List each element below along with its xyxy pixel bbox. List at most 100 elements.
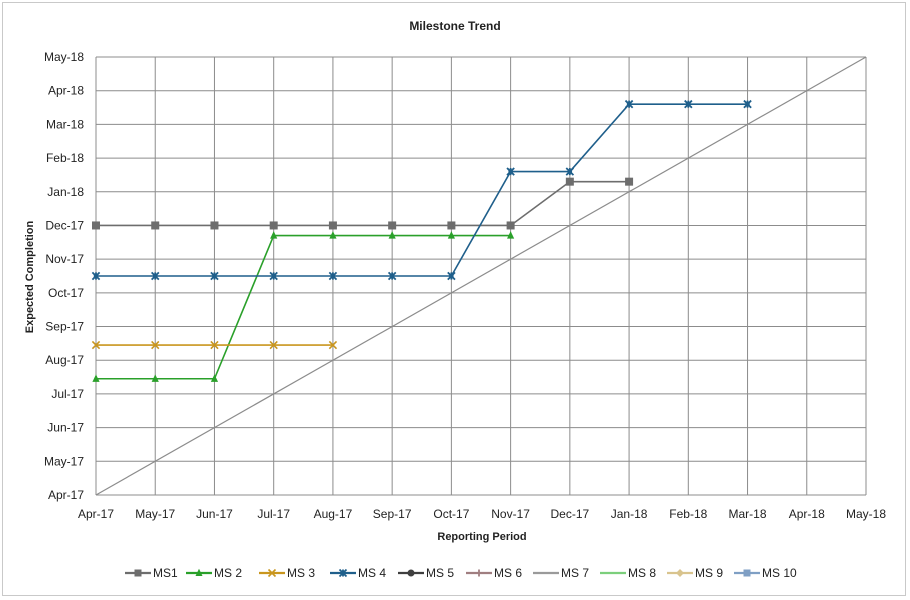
point-marker-star-core [508,169,513,174]
x-tick-label: Mar-18 [729,507,767,521]
legend-item: MS 6 [466,566,522,580]
legend-label: MS 3 [287,566,315,580]
legend-item: MS 9 [667,566,723,580]
y-tick-label: Mar-18 [46,117,84,131]
y-tick-label: May-17 [44,454,84,468]
y-tick-label: Aug-17 [45,353,84,367]
legend-label: MS 5 [426,566,454,580]
point-marker-square [447,221,456,230]
x-tick-label: May-18 [846,507,886,521]
y-tick-label: Jul-17 [51,387,84,401]
legend-label: MS 6 [494,566,522,580]
y-tick-label: Apr-18 [48,84,84,98]
point-marker-square [328,221,337,230]
series-line [96,103,748,277]
y-tick-label: Jun-17 [47,421,84,435]
point-marker-star-core [389,273,395,279]
legend-item: MS 2 [186,566,242,580]
point-marker-square [134,569,142,577]
series-ms-4 [91,99,752,281]
legend-label: MS1 [153,566,178,580]
point-marker-square [565,177,574,186]
point-marker-triangle [210,374,219,382]
x-axis-title: Reporting Period [437,531,526,543]
point-marker-star-core [212,273,217,279]
y-tick-label: May-18 [44,50,84,64]
legend-item: MS 7 [533,566,589,580]
point-marker-x [267,568,277,578]
point-marker-star-core [93,273,99,279]
point-marker-star-core [626,101,632,107]
x-axis-ticks: Apr-17 May-17 Jun-17 Jul-17 Aug-17 Sep-17 Oct-… [78,507,886,521]
y-tick-label: Sep-17 [45,320,84,334]
point-marker-square [388,221,397,230]
legend-item: MS 4 [330,566,386,580]
legend-label: MS 7 [561,566,589,580]
point-marker-star-core [340,570,346,576]
point-marker-star-core [449,273,454,279]
point-marker-star-core [153,273,158,279]
x-tick-label: Aug-17 [314,507,353,521]
point-marker-star-core [686,101,691,107]
x-tick-label: Jan-18 [611,507,648,521]
x-tick-label: May-17 [135,507,175,521]
legend-label: MS 8 [628,566,656,580]
point-marker-square [506,221,515,230]
chart-title: Milestone Trend [409,19,500,33]
point-marker-triangle [195,568,203,576]
y-axis-ticks: Apr-17 May-17 Jun-17 Jul-17 Aug-17 Sep-17 Oct-… [44,50,84,502]
point-marker-triangle [151,374,159,382]
legend-item: MS1 [125,566,178,580]
legend-item: MS 3 [259,566,315,580]
point-marker-x [269,340,278,350]
point-marker-x [328,340,338,350]
point-marker-square [210,221,219,230]
point-marker-triangle [329,231,337,239]
x-tick-label: Sep-17 [373,507,412,521]
point-marker-square [92,221,100,230]
y-tick-label: Nov-17 [45,252,84,266]
legend-item: MS 5 [398,566,454,580]
x-tick-label: Apr-17 [78,507,114,521]
point-marker-square [743,569,751,577]
x-tick-label: Jul-17 [257,507,290,521]
x-tick-label: Oct-17 [433,507,469,521]
point-marker-x [210,340,219,350]
point-marker-plus [475,569,483,577]
y-tick-label: Feb-18 [46,151,84,165]
series-ms1 [92,177,634,230]
y-tick-label: Oct-17 [48,286,84,300]
point-marker-star-core [745,101,750,107]
point-marker-star-core [271,273,276,279]
point-marker-square [151,221,160,230]
legend-item: MS 10 [734,566,797,580]
y-tick-label: Jan-18 [47,185,84,199]
point-marker-square [625,177,634,186]
legend-label: MS 2 [214,566,242,580]
point-marker-star-core [330,273,336,279]
x-tick-label: Nov-17 [491,507,530,521]
series-ms-3 [91,340,338,350]
series-ms-2 [92,231,515,382]
series-layer [91,99,752,382]
point-marker-square [269,221,278,230]
point-marker-triangle [447,231,455,239]
series-line [96,234,511,380]
series-line [96,180,630,227]
point-marker-diamond [676,569,684,577]
legend-label: MS 10 [762,566,797,580]
x-tick-label: Apr-18 [789,507,825,521]
x-tick-label: Feb-18 [669,507,707,521]
x-tick-label: Dec-17 [551,507,590,521]
legend-label: MS 9 [695,566,723,580]
point-marker-triangle [388,231,396,239]
y-tick-label: Apr-17 [48,488,84,502]
y-tick-label: Dec-17 [45,218,84,232]
diagonal-reference-line [95,56,867,496]
point-marker-x [91,340,101,350]
point-marker-x [151,340,160,350]
x-tick-label: Jun-17 [196,507,233,521]
point-marker-triangle [270,231,278,239]
